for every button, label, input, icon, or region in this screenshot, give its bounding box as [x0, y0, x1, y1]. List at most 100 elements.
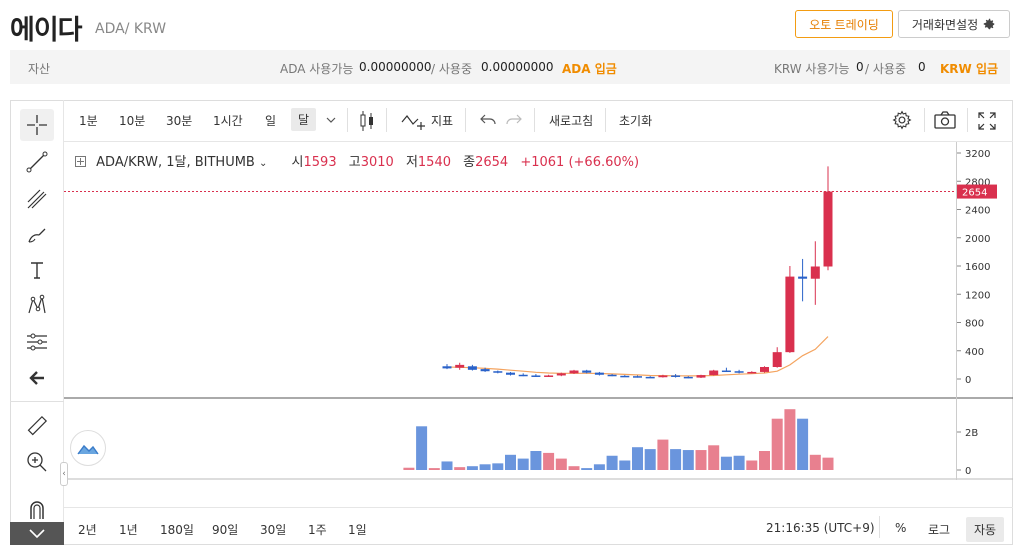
page-header: 에이다 ADA/ KRW 오토 트레이딩 거래화면설정	[0, 0, 1022, 48]
volume-bar	[530, 451, 542, 470]
candle-body	[493, 371, 503, 373]
legend-expand-icon[interactable]	[75, 156, 86, 167]
y-tick-label: 800	[965, 319, 984, 330]
y-tick-label: 2800	[965, 177, 990, 188]
current-price-label: 2654	[962, 188, 987, 199]
chevron-down-icon[interactable]: ⌄	[259, 158, 268, 169]
volume-bar	[619, 460, 631, 470]
volume-bar	[644, 449, 656, 470]
volume-bar	[771, 418, 783, 470]
chart-toolbar: 1분 10분 30분 1시간 일 달 지표 새로고침 초기화	[64, 100, 1013, 142]
close-label: 종	[463, 155, 476, 170]
volume-bar	[670, 449, 682, 470]
collapse-tools-handle[interactable]: ‹	[60, 462, 68, 486]
change-value: +1061 (+66.60%)	[520, 155, 640, 170]
volume-tick-label: 2B	[965, 428, 978, 439]
gear-icon	[983, 18, 995, 30]
interval-1m[interactable]: 1분	[79, 114, 98, 128]
price-axis[interactable]: 0 400 800 1200 1600 2000 2400 2800 3200 0 2B 2654	[956, 142, 1013, 480]
interval-30m[interactable]: 30분	[166, 114, 193, 128]
volume-bar	[759, 451, 770, 470]
range-180d[interactable]: 180일	[160, 523, 194, 537]
volume-bar	[428, 468, 440, 470]
range-1w[interactable]: 1주	[308, 523, 327, 537]
range-1y[interactable]: 1년	[119, 523, 138, 537]
interval-month[interactable]: 달	[291, 108, 317, 131]
volume-bar	[479, 464, 491, 470]
candle-body	[518, 374, 528, 377]
crosshair-icon[interactable]	[20, 109, 54, 141]
volume-bar	[822, 457, 834, 470]
indicator-icon[interactable]	[401, 112, 425, 130]
refresh-button[interactable]: 새로고침	[549, 114, 594, 128]
chart-logo	[70, 430, 106, 466]
indicator-button[interactable]: 지표	[431, 114, 454, 128]
volume-bar	[441, 461, 453, 470]
drawing-toolbar	[10, 100, 64, 545]
volume-bar	[416, 426, 428, 470]
volume-tick-label: 0	[965, 466, 971, 477]
screen-settings-button[interactable]: 거래화면설정	[898, 10, 1010, 38]
krw-in-use-label: / 사용중	[865, 62, 906, 76]
range-30d[interactable]: 30일	[260, 523, 287, 537]
log-toggle[interactable]: 로그	[928, 523, 951, 537]
candle-body	[696, 375, 706, 378]
reset-button[interactable]: 초기화	[619, 114, 653, 128]
fib-icon[interactable]	[20, 183, 54, 215]
legend-symbol[interactable]: ADA/KRW, 1달, BITHUMB	[96, 155, 255, 170]
ada-deposit-link[interactable]: ADA 입금	[562, 62, 617, 76]
interval-10m[interactable]: 10분	[119, 114, 146, 128]
clock-timezone[interactable]: 21:16:35 (UTC+9)	[766, 521, 875, 535]
text-icon[interactable]	[20, 254, 54, 286]
magnet-icon[interactable]	[20, 494, 54, 526]
auto-trading-button[interactable]: 오토 트레이딩	[795, 10, 893, 38]
chart-legend: ADA/KRW, 1달, BITHUMB ⌄ 시1593 고3010 저1540…	[75, 151, 639, 170]
measure-icon[interactable]	[20, 326, 54, 358]
coin-name: 에이다	[10, 15, 83, 46]
krw-deposit-link[interactable]: KRW 입금	[940, 62, 999, 76]
toolbar-divider	[386, 108, 387, 132]
pattern-icon[interactable]	[20, 289, 54, 321]
close-value: 2654	[475, 155, 509, 170]
asset-label: 자산	[28, 62, 51, 76]
krw-available-label: KRW 사용가능	[774, 62, 850, 76]
candle-body	[455, 364, 465, 368]
candle-body	[582, 370, 592, 373]
back-arrow-icon[interactable]	[20, 362, 54, 394]
price-chart[interactable]: 7월20197월20207월20217월2022	[64, 142, 956, 480]
undo-icon[interactable]	[480, 113, 496, 127]
range-2y[interactable]: 2년	[78, 523, 97, 537]
volume-bar	[466, 466, 478, 470]
gear-icon[interactable]	[892, 110, 912, 130]
zoom-in-icon[interactable]	[20, 446, 54, 478]
candle-body	[633, 376, 642, 378]
chevron-down-icon	[29, 528, 45, 538]
volume-bar	[505, 454, 516, 470]
volume-bar	[632, 447, 643, 470]
auto-scale-toggle[interactable]: 자동	[966, 517, 1005, 542]
fullscreen-icon[interactable]	[978, 112, 996, 130]
range-90d[interactable]: 90일	[212, 523, 239, 537]
interval-day[interactable]: 일	[265, 114, 277, 128]
volume-bar	[797, 418, 809, 470]
open-value: 1593	[303, 155, 337, 170]
camera-icon[interactable]	[934, 111, 956, 129]
toolbar-divider	[465, 108, 466, 132]
volume-bar	[454, 467, 466, 470]
toolbar-divider	[967, 108, 968, 132]
tools-scroll-down-button[interactable]	[10, 522, 64, 545]
trendline-icon[interactable]	[20, 146, 54, 178]
brush-icon[interactable]	[20, 219, 54, 251]
redo-icon[interactable]	[506, 113, 522, 127]
volume-bar	[581, 468, 593, 470]
candle-type-icon[interactable]	[358, 110, 376, 132]
ada-in-use-value: 0.00000000	[481, 60, 554, 74]
open-label: 시	[291, 155, 304, 170]
y-tick-label: 2000	[965, 234, 990, 245]
candle-body	[506, 372, 515, 375]
interval-dropdown-icon[interactable]	[326, 117, 336, 125]
ruler-icon[interactable]	[20, 410, 54, 442]
percent-toggle[interactable]: %	[895, 521, 907, 535]
interval-1h[interactable]: 1시간	[213, 114, 243, 128]
range-1d[interactable]: 1일	[348, 523, 367, 537]
